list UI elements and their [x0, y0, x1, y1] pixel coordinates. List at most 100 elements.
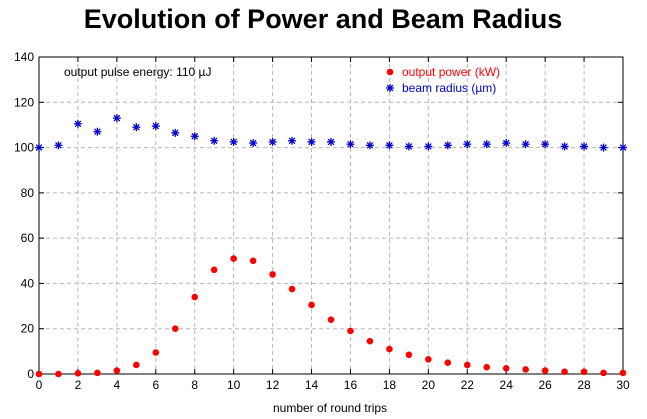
radius-point [132, 123, 141, 132]
y-tick-label: 40 [21, 276, 35, 290]
legend-label-radius: beam radius (µm) [402, 81, 496, 95]
power-point [522, 366, 529, 373]
power-point [191, 293, 199, 301]
radius-point [346, 140, 355, 149]
radius-point [229, 137, 238, 146]
power-point [152, 349, 160, 356]
x-tick-label: 30 [616, 378, 630, 392]
x-tick-label: 24 [500, 378, 514, 392]
radius-point [560, 142, 569, 151]
x-tick-label: 12 [266, 378, 280, 392]
power-point [347, 327, 354, 335]
x-axis-label: number of round trips [273, 401, 387, 415]
legend-dot-icon [386, 68, 394, 76]
power-point [171, 325, 179, 333]
radius-point [502, 139, 511, 148]
y-tick-label: 20 [21, 322, 35, 336]
radius-point [443, 141, 452, 150]
power-point [541, 367, 549, 374]
power-point [230, 255, 237, 262]
legend: output power (kW) beam radius (µm) [386, 65, 500, 95]
power-point [55, 370, 62, 378]
series-layer [35, 114, 627, 378]
series-power [35, 255, 627, 378]
radius-point [54, 141, 63, 150]
radius-point [365, 141, 374, 150]
power-point [483, 363, 491, 371]
radius-point [288, 136, 297, 145]
radius-point [73, 119, 82, 128]
power-point [463, 361, 471, 369]
radius-point [521, 140, 530, 149]
plot-frame [38, 56, 624, 375]
radius-point [404, 142, 413, 151]
radius-point [268, 137, 277, 146]
power-point [561, 368, 568, 376]
power-point [269, 271, 276, 278]
x-tick-label: 14 [305, 378, 319, 392]
radius-point [327, 137, 335, 146]
radius-point [424, 142, 433, 151]
y-tick-label: 60 [21, 231, 35, 245]
legend-label-power: output power (kW) [402, 65, 500, 79]
y-tick-label: 0 [27, 367, 34, 381]
legend-marker-power [386, 68, 394, 76]
x-tick-label: 16 [344, 378, 358, 392]
power-point [327, 316, 335, 323]
y-tick-label: 120 [14, 95, 34, 109]
radius-point [112, 114, 121, 123]
x-tick-label: 2 [75, 378, 82, 392]
power-point [249, 257, 257, 265]
power-point [210, 266, 218, 274]
radius-point [210, 136, 219, 145]
x-tick-label: 20 [422, 378, 436, 392]
y-tick-label: 140 [14, 50, 34, 64]
y-tick-label: 100 [14, 141, 34, 155]
radius-point [171, 128, 180, 137]
grid-layer [39, 57, 623, 374]
power-point [619, 369, 627, 377]
x-tick-label: 22 [461, 378, 475, 392]
radius-point [619, 143, 627, 152]
radius-point [151, 122, 160, 131]
series-radius [35, 114, 627, 152]
power-point [308, 301, 315, 309]
radius-point [599, 143, 608, 152]
radius-point [385, 141, 394, 150]
legend-star-icon [386, 84, 394, 92]
power-point [386, 345, 393, 353]
x-tick-label: 10 [227, 378, 241, 392]
power-point [444, 359, 452, 366]
power-point [405, 351, 413, 359]
annotation-text: output pulse energy: 110 µJ [64, 65, 211, 79]
power-point [35, 370, 43, 378]
power-point [133, 361, 140, 369]
radius-point [249, 139, 258, 148]
radius-point [463, 140, 472, 149]
x-tick-label: 4 [114, 378, 121, 392]
radius-point [580, 142, 589, 151]
radius-point [541, 140, 550, 149]
y-tick-label: 80 [21, 186, 35, 200]
x-tick-label: 18 [383, 378, 397, 392]
power-point [425, 355, 432, 363]
legend-marker-radius [386, 84, 394, 92]
x-tick-label: 6 [152, 378, 159, 392]
power-point [74, 370, 82, 377]
radius-point [307, 137, 316, 146]
power-point [600, 369, 607, 377]
chart-title: Evolution of Power and Beam Radius [84, 4, 563, 34]
power-point [94, 369, 101, 377]
x-tick-label: 0 [36, 378, 43, 392]
x-tick-label: 26 [538, 378, 552, 392]
power-point [580, 368, 588, 376]
power-point [502, 365, 510, 372]
radius-point [93, 127, 102, 136]
radius-point [482, 140, 491, 149]
tick-layer: 0 2 4 6 8 10 12 14 16 18 20 22 24 26 28 300204060801001… [14, 50, 630, 392]
power-point [113, 367, 121, 374]
radius-point [190, 132, 199, 141]
x-tick-label: 8 [191, 378, 198, 392]
power-point [288, 285, 296, 293]
